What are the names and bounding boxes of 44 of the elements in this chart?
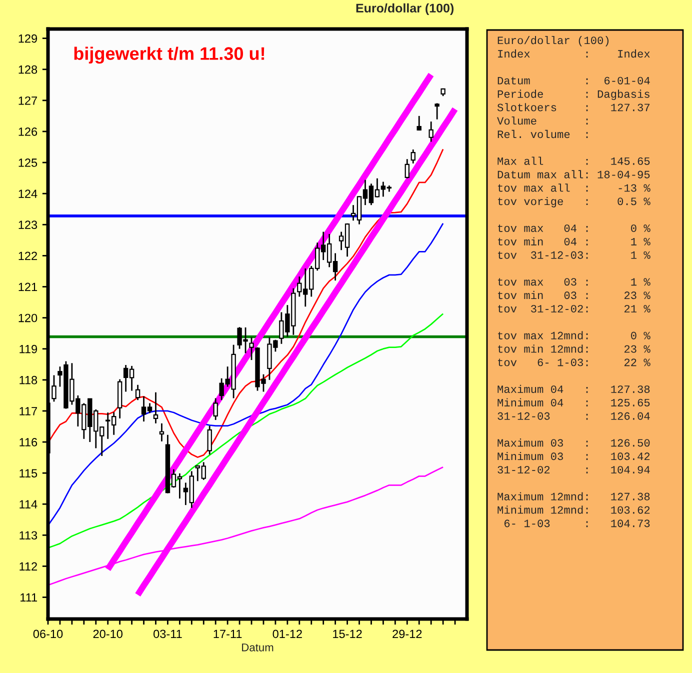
y-tick-label: 128 — [18, 65, 38, 74]
y-tick-label: 112 — [20, 562, 37, 570]
candlestick — [135, 384, 140, 401]
y-tick-label: 118 — [20, 376, 38, 384]
x-tick-label: 15-12 — [333, 630, 362, 638]
candlestick — [404, 158, 410, 180]
candlestick — [153, 392, 158, 424]
candlestick — [52, 374, 56, 402]
x-tick-label: 29-12 — [392, 630, 422, 638]
line-series — [48, 313, 444, 549]
line-series — [48, 222, 444, 526]
candlestick — [428, 120, 434, 142]
candlestick — [207, 425, 212, 456]
candlestick — [416, 115, 422, 132]
line-series — [48, 148, 444, 458]
annotation: bijgewerkt t/m 11.30 u! — [74, 46, 264, 64]
candlestick — [213, 398, 218, 421]
text: Euro/dollar (100) Index : Index Datum : 6-01-04 Periode : Dagbasis Slotkoers : 127.37 Volume : Rel. volume : Max all : 145.65 Datum max all: 18-04-95 tov max all : -13 % tov vorige : 0.5 % tov max 04 : 0 % tov min 04 : 1 % tov 31-12-03: 1 % tov max 03 : 1 % tov min 03 : 23 % tov 31-12-02: 21 % tov max 12mnd: 0 % tov min 12mnd: 23 % tov 6- 1-03: 22 % Maximum 04 : 127.38 Minimum 04 : 125.65 31-12-03 : 126.04 Maximum 03 : 126.50 Minimum 03 : 103.42 31-12-02 : 104.94 Maximum 12mnd: 127.38 Minimum 12mnd: 103.62 6- 1-03 : 104.73 — [497, 36, 650, 528]
candlestick — [159, 422, 164, 442]
y-tick-label: 121 — [18, 282, 38, 292]
candlestick — [410, 148, 416, 164]
candlestick — [434, 102, 440, 120]
x-tick-label: 20-10 — [93, 630, 122, 638]
y-tick-label: 113 — [20, 531, 38, 540]
y-tick-label: 127 — [18, 96, 37, 105]
x-axis-title: Datum — [242, 644, 274, 652]
y-tick-label: 124 — [18, 190, 38, 198]
x-tick-label: 01-12 — [272, 630, 302, 638]
y-tick-label: 115 — [20, 469, 38, 478]
y-tick-label: 123 — [18, 220, 38, 230]
y-tick-label: 119 — [20, 344, 38, 354]
y-tick-label: 116 — [20, 438, 38, 446]
x-tick-label: 06-10 — [33, 630, 63, 638]
y-tick-label: 125 — [18, 158, 38, 167]
y-tick-label: 129 — [18, 34, 38, 43]
y-tick-label: 111 — [20, 593, 38, 602]
y-tick-label: 120 — [18, 314, 38, 322]
y-tick-label: 114 — [20, 500, 38, 508]
y-tick-label: 122 — [18, 252, 37, 260]
chart-title: Euro/dollar (100) — [356, 3, 454, 16]
y-tick-label: 117 — [20, 407, 37, 416]
y-tick-label: 126 — [18, 128, 38, 136]
x-tick-label: 03-11 — [154, 630, 182, 638]
x-tick-label: 17-11 — [214, 630, 242, 638]
